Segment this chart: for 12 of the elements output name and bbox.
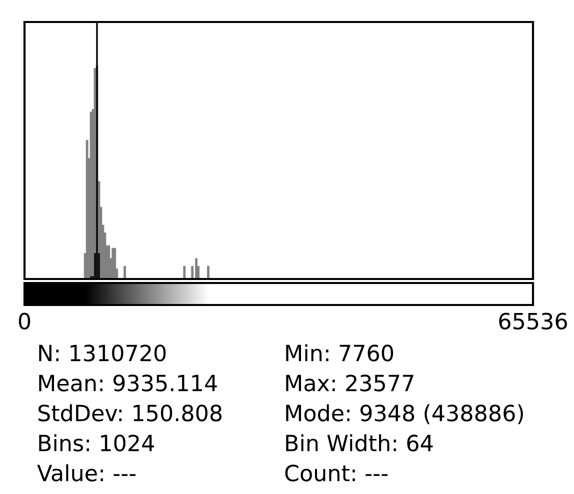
text: N: 1310720	[39, 344, 166, 362]
text: Min: 7760	[286, 344, 394, 362]
x-tick-label: 0	[18, 312, 30, 330]
x-tick-label: 65536	[499, 312, 567, 330]
text: StdDev: 150.808	[38, 404, 222, 422]
text: Value: ---	[37, 464, 136, 482]
text: Count: ---	[285, 464, 388, 482]
text: Bin Width: 64	[286, 434, 433, 452]
text: Mean: 9335.114	[39, 374, 217, 392]
text: Bins: 1024	[39, 434, 154, 452]
text: Mode: 9348 (438886)	[286, 404, 523, 424]
text: Max: 23577	[286, 374, 414, 392]
